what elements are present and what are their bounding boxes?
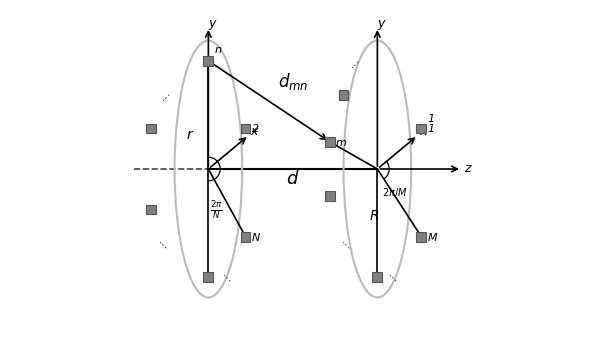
FancyBboxPatch shape: [373, 272, 382, 282]
Text: 2: 2: [251, 124, 259, 135]
Text: 1: 1: [427, 124, 435, 135]
Text: x: x: [250, 125, 258, 138]
Text: ...: ...: [156, 86, 173, 103]
Text: M: M: [427, 233, 437, 243]
FancyBboxPatch shape: [204, 272, 213, 282]
Text: ...: ...: [338, 235, 356, 252]
Text: n: n: [215, 45, 221, 55]
Text: 1: 1: [427, 114, 435, 124]
Text: y: y: [377, 17, 384, 30]
FancyBboxPatch shape: [325, 137, 335, 147]
Text: ...: ...: [156, 235, 173, 252]
FancyBboxPatch shape: [146, 123, 156, 133]
FancyBboxPatch shape: [146, 204, 156, 215]
FancyBboxPatch shape: [241, 123, 250, 133]
Text: $\frac{2\pi}{N}$: $\frac{2\pi}{N}$: [210, 199, 223, 220]
Text: $2\pi/M$: $2\pi/M$: [382, 186, 407, 199]
FancyBboxPatch shape: [325, 191, 335, 201]
Text: $R$: $R$: [369, 209, 379, 223]
FancyBboxPatch shape: [204, 56, 213, 66]
Text: ...: ...: [385, 268, 403, 286]
Text: $d$: $d$: [286, 170, 299, 188]
Text: ...: ...: [220, 268, 238, 286]
Text: z: z: [464, 163, 470, 175]
FancyBboxPatch shape: [339, 90, 348, 99]
FancyBboxPatch shape: [416, 123, 426, 133]
Text: $d_{mn}$: $d_{mn}$: [278, 71, 308, 92]
Text: $r$: $r$: [185, 128, 194, 142]
Text: ...: ...: [345, 52, 362, 70]
FancyBboxPatch shape: [416, 232, 426, 241]
Text: y: y: [208, 17, 215, 30]
Text: x: x: [419, 125, 427, 138]
Text: m: m: [336, 138, 347, 148]
FancyBboxPatch shape: [241, 232, 250, 241]
Text: N: N: [251, 233, 260, 243]
